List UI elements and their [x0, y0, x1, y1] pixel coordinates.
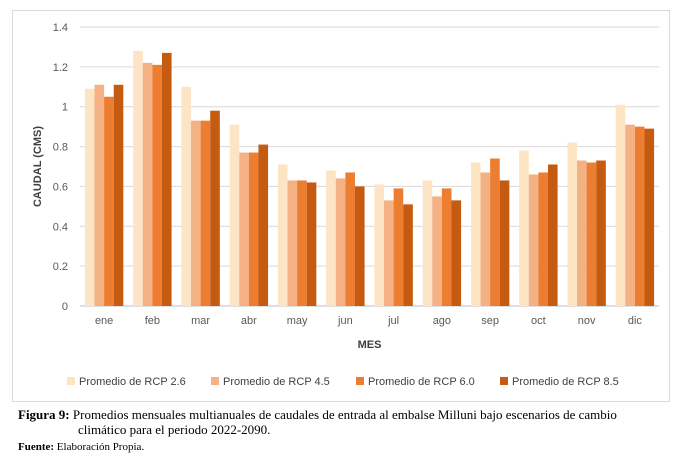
- bar-ene-series-2: [94, 84, 105, 307]
- figure-caption: Figura 9: Promedios mensuales multianual…: [18, 407, 680, 437]
- caption-text-line1: Promedios mensuales multianuales de caud…: [69, 407, 617, 422]
- source-text: Elaboración Propia.: [54, 441, 145, 453]
- y-tick-label: 0: [62, 301, 68, 313]
- legend-label-series-1: Promedio de RCP 2.6: [79, 376, 186, 388]
- legend-swatch-series-2: [211, 377, 219, 385]
- x-tick-label: nov: [578, 315, 596, 327]
- caption-label: Figura 9:: [18, 407, 70, 422]
- bar-may-series-2: [287, 180, 298, 306]
- legend-swatch-series-1: [67, 377, 75, 385]
- y-tick-label: 1.4: [53, 22, 68, 34]
- bar-jul-series-1: [374, 184, 385, 306]
- bar-mar-series-3: [200, 120, 211, 307]
- bar-nov-series-4: [596, 160, 606, 306]
- bar-ago-series-1: [422, 180, 433, 306]
- x-tick-label: jun: [337, 315, 353, 327]
- x-axis-title: MES: [358, 339, 382, 351]
- bar-dic-series-3: [634, 126, 645, 307]
- x-tick-label: ene: [95, 315, 113, 327]
- legend-label-series-4: Promedio de RCP 8.5: [512, 376, 619, 388]
- bar-ago-series-2: [432, 196, 442, 306]
- bar-jun-series-2: [335, 178, 346, 306]
- bar-oct-series-4: [547, 164, 558, 306]
- bar-sep-series-2: [480, 172, 491, 306]
- bar-oct-series-1: [519, 150, 529, 306]
- bar-nov-series-2: [577, 160, 587, 306]
- legend-label-series-2: Promedio de RCP 4.5: [223, 376, 330, 388]
- bar-ago-series-3: [441, 188, 452, 306]
- y-tick-label: 1.2: [53, 62, 68, 74]
- bar-feb-series-1: [133, 50, 143, 306]
- bar-sep-series-4: [499, 180, 510, 306]
- x-tick-label: abr: [241, 315, 257, 327]
- bar-may-series-4: [306, 182, 317, 306]
- x-tick-label: sep: [481, 315, 499, 327]
- x-tick-label: jul: [387, 315, 399, 327]
- legend-swatch-series-3: [356, 377, 364, 385]
- x-tick-label: dic: [628, 315, 643, 327]
- bar-dic-series-1: [615, 104, 626, 306]
- bar-feb-series-4: [161, 52, 172, 307]
- bar-abr-series-2: [239, 152, 249, 306]
- bar-nov-series-1: [567, 142, 578, 306]
- bar-feb-series-2: [142, 62, 153, 306]
- bar-may-series-3: [297, 180, 307, 306]
- chart-container: 0 0.2 0.4 0.6 0.8 1 1.2 1.4 ene feb mar abr may jun ju…: [12, 10, 670, 402]
- bar-dic-series-4: [644, 128, 655, 306]
- x-tick-label: may: [287, 315, 308, 327]
- y-axis-title: CAUDAL (CMS): [32, 126, 44, 207]
- x-tick-label: ago: [433, 315, 451, 327]
- y-tick-label: 1: [62, 102, 68, 114]
- bar-mar-series-4: [210, 110, 220, 306]
- x-tick-label: oct: [531, 315, 546, 327]
- bar-abr-series-4: [258, 144, 269, 306]
- x-tick-label: mar: [191, 315, 210, 327]
- bar-sep-series-3: [490, 158, 500, 306]
- bar-oct-series-3: [538, 172, 548, 306]
- bar-oct-series-2: [528, 174, 539, 306]
- bar-jun-series-1: [326, 170, 336, 306]
- y-tick-label: 0.2: [53, 261, 68, 273]
- source-label: Fuente:: [18, 441, 55, 453]
- bar-nov-series-3: [586, 162, 597, 306]
- bar-sep-series-1: [470, 162, 481, 306]
- caption-text-line2: climático para el periodo 2022-2090.: [78, 422, 271, 437]
- y-tick-label: 0.6: [53, 181, 68, 193]
- chart-svg: 0 0.2 0.4 0.6 0.8 1 1.2 1.4 ene feb mar abr may jun ju…: [32, 22, 659, 388]
- y-tick-label: 0.4: [53, 221, 68, 233]
- bar-jul-series-3: [393, 188, 404, 306]
- bar-abr-series-1: [229, 124, 240, 307]
- bar-ago-series-4: [451, 200, 462, 306]
- y-tick-label: 0.8: [53, 142, 68, 154]
- legend-label-series-3: Promedio de RCP 6.0: [368, 376, 475, 388]
- bar-abr-series-3: [248, 152, 259, 306]
- bar-jul-series-4: [403, 204, 413, 306]
- figure-source: Fuente: Elaboración Propia.: [18, 441, 144, 453]
- legend-swatch-series-4: [500, 377, 508, 385]
- bar-ene-series-3: [104, 96, 114, 306]
- bar-jun-series-3: [345, 172, 355, 306]
- bar-may-series-1: [277, 164, 288, 306]
- bar-mar-series-1: [181, 86, 192, 307]
- bar-jun-series-4: [354, 186, 365, 306]
- x-tick-label: feb: [145, 315, 160, 327]
- bar-dic-series-2: [625, 124, 635, 307]
- bar-ene-series-4: [113, 84, 124, 307]
- bar-jul-series-2: [384, 200, 394, 306]
- bar-mar-series-2: [191, 120, 201, 307]
- bar-ene-series-1: [84, 88, 95, 307]
- bar-feb-series-3: [152, 64, 162, 306]
